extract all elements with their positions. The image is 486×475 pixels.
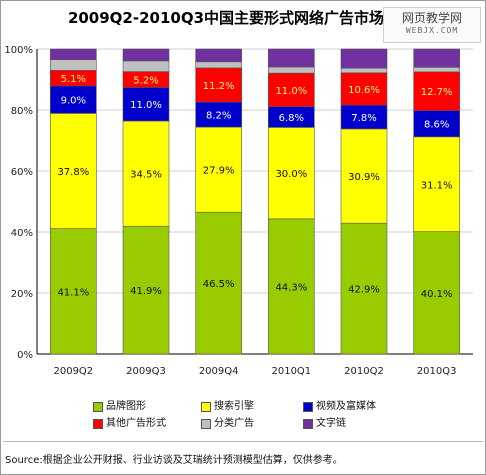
x-tick-label: 2010Q2: [344, 366, 384, 377]
bar-segment: [413, 110, 460, 138]
data-label: 5.1%: [61, 74, 86, 85]
data-label: 34.5%: [130, 170, 162, 181]
data-label: 11.0%: [275, 86, 307, 97]
bar-segment: [122, 120, 170, 227]
x-tick-label: 2010Q3: [417, 366, 457, 377]
data-label: 12.7%: [421, 87, 453, 98]
bar-segment: [122, 225, 170, 355]
data-label: 30.9%: [348, 172, 380, 183]
stacked-bar-chart: 2009Q2-2010Q3中国主要形式网络广告市场份额 0% 20% 40% 60% 8…: [4, 9, 473, 377]
y-tick-label: 100%: [4, 45, 33, 56]
data-label: 27.9%: [203, 166, 235, 177]
legend-swatch: [201, 402, 211, 412]
legend-label: 品牌图形: [106, 401, 146, 412]
bar-segment: [268, 48, 315, 68]
data-label: 8.2%: [206, 111, 231, 122]
data-label: 6.8%: [279, 113, 304, 124]
bar-segment: [50, 228, 97, 355]
legend-swatch: [201, 419, 211, 429]
watermark-url: WEBJX.COM: [405, 26, 459, 35]
bar-segment: [50, 85, 97, 114]
legend-label: 其他广告形式: [106, 418, 166, 429]
watermark-text: 网页教学网: [401, 11, 462, 25]
bar-segment: [195, 126, 242, 213]
data-label: 7.8%: [351, 113, 376, 124]
bar-segment: [50, 48, 97, 60]
y-tick-label: 60%: [11, 167, 33, 178]
bar-segment: [195, 67, 242, 103]
legend-swatch: [93, 402, 103, 412]
bar-segment: [340, 222, 388, 355]
bar-segment: [268, 66, 315, 74]
legend-swatch: [93, 419, 103, 429]
x-tick-label: 2009Q2: [53, 366, 93, 377]
chart-title: 2009Q2-2010Q3中国主要形式网络广告市场份额: [68, 9, 414, 27]
bar-segment: [340, 67, 388, 74]
bar-segment: [122, 87, 170, 122]
bar-segment: [195, 101, 242, 128]
data-label: 30.0%: [275, 169, 307, 180]
bar-segment: [50, 59, 97, 71]
source-note: Source:根据企业公开财报、行业访谈及艾瑞统计预测模型估算，仅供参考。: [5, 455, 343, 466]
data-label: 8.6%: [424, 120, 449, 131]
bar-segment: [413, 231, 460, 355]
data-label: 41.9%: [130, 286, 162, 297]
y-tick-label: 20%: [11, 289, 33, 300]
divider: [3, 441, 483, 442]
data-label: 46.5%: [203, 279, 235, 290]
legend-label: 搜索引擎: [214, 401, 254, 412]
bar-segment: [340, 48, 388, 69]
data-label: 11.2%: [203, 81, 235, 92]
legend-label: 分类广告: [214, 418, 254, 429]
bar-segment: [268, 127, 315, 220]
bar-segment: [340, 72, 388, 106]
bar-segment: [50, 113, 97, 229]
legend-label: 文字链: [316, 418, 346, 429]
x-tick-label: 2009Q4: [199, 366, 239, 377]
data-label: 31.1%: [421, 180, 453, 191]
bar-segment: [195, 48, 242, 63]
x-tick-label: 2009Q3: [126, 366, 166, 377]
legend-label: 视频及富媒体: [316, 401, 376, 412]
bar-segment: [413, 136, 460, 232]
bar-segment: [122, 48, 170, 62]
data-label: 10.6%: [348, 85, 380, 96]
bar-segment: [413, 48, 460, 68]
legend-swatch: [303, 419, 313, 429]
bar-segment: [195, 61, 242, 69]
bar-segment: [195, 211, 242, 355]
data-label: 9.0%: [61, 96, 86, 107]
data-label: 44.3%: [275, 282, 307, 293]
y-tick-label: 40%: [11, 228, 33, 239]
data-label: 40.1%: [421, 289, 453, 300]
legend-swatch: [303, 402, 313, 412]
bar-segment: [122, 60, 170, 72]
watermark-logo: 网页教学网 WEBJX.COM: [383, 7, 481, 43]
x-tick-label: 2010Q1: [271, 366, 311, 377]
bar-segment: [268, 72, 315, 107]
bar-segment: [413, 71, 460, 111]
data-label: 42.9%: [348, 285, 380, 296]
bar-segment: [340, 128, 388, 224]
y-tick-label: 80%: [11, 106, 33, 117]
y-tick-label: 0%: [17, 350, 33, 361]
bar-segment: [413, 67, 460, 73]
data-label: 11.0%: [130, 100, 162, 111]
data-label: 41.1%: [57, 287, 89, 298]
data-label: 5.2%: [133, 76, 158, 87]
data-label: 37.8%: [57, 167, 89, 178]
